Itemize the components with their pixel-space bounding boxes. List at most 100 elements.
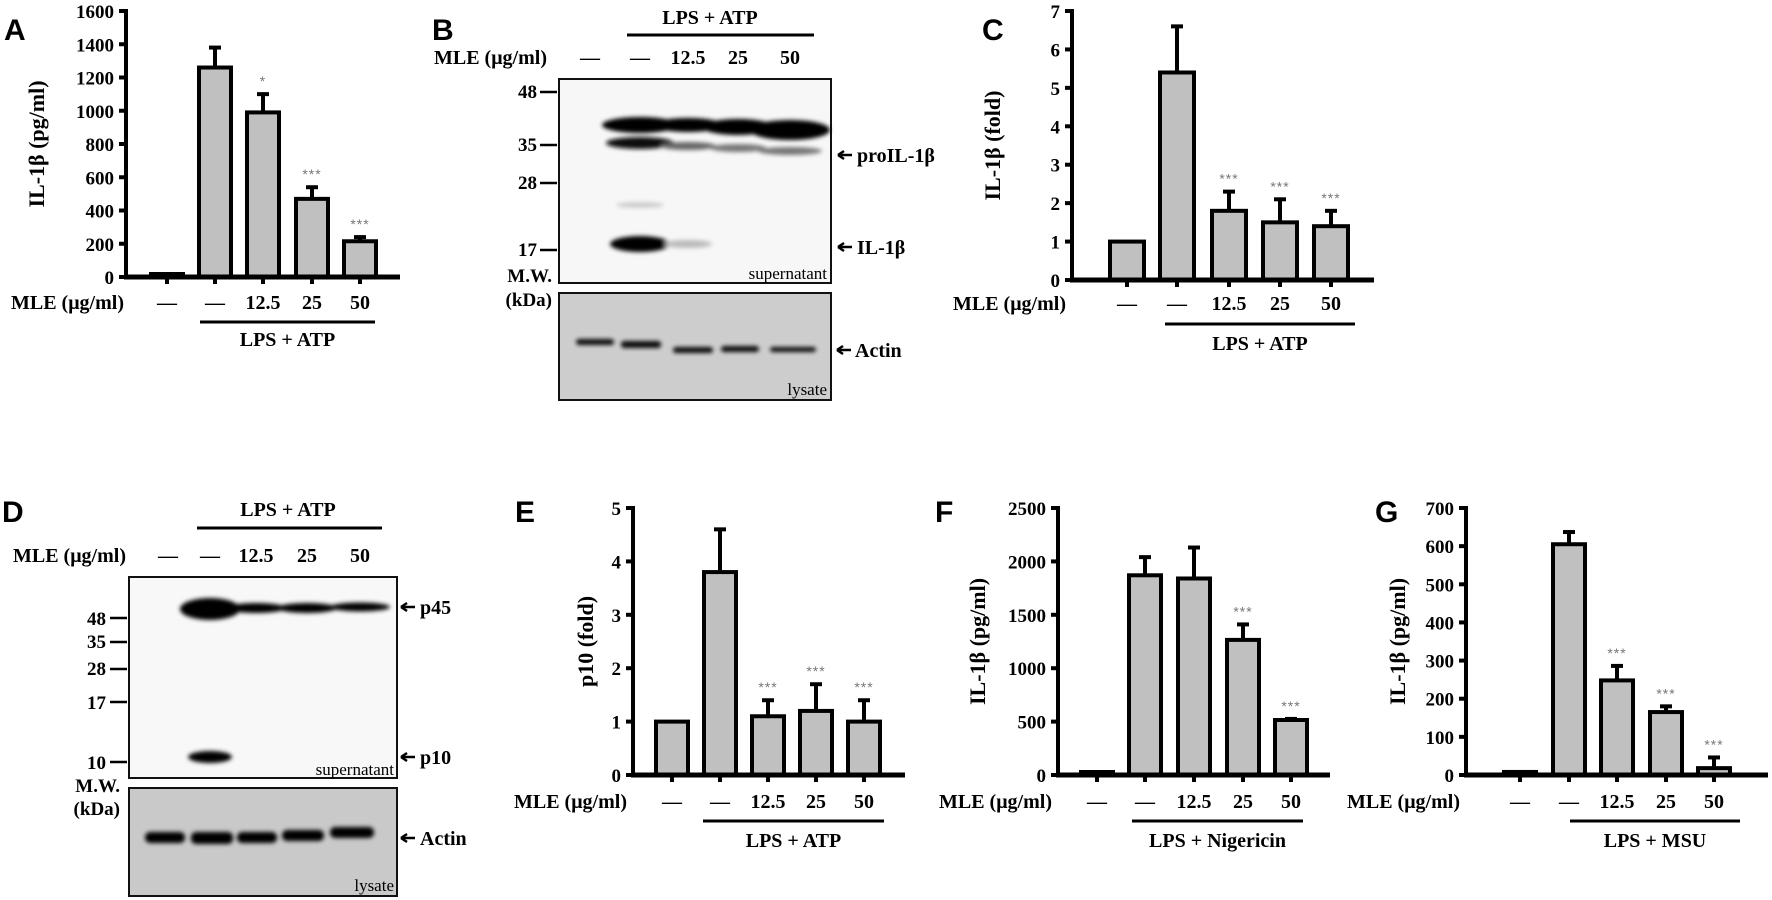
y-tick-label: 500 xyxy=(1426,575,1455,596)
y-tick-label: 1500 xyxy=(1008,606,1046,627)
x-category-label: — xyxy=(156,292,178,314)
significance-marker: *** xyxy=(854,679,873,695)
x-category-label: 12.5 xyxy=(1600,791,1635,813)
blot-panel-b: LPS + ATP MLE (μg/ml) — — 12.5 25 50 sup… xyxy=(434,7,935,401)
dose-label: 50 xyxy=(780,47,800,69)
y-tick-label: 4 xyxy=(612,552,622,573)
y-tick-label: 200 xyxy=(86,235,115,256)
treatment-label: LPS + MSU xyxy=(1604,830,1707,852)
dose-row-label-d: MLE (μg/ml) xyxy=(13,545,126,567)
bar: *** xyxy=(1312,190,1350,282)
x-category-label: 12.5 xyxy=(1177,791,1212,813)
band-label-p10: p10 xyxy=(400,747,451,769)
y-axis-label: IL-1β (fold) xyxy=(980,91,1005,201)
svg-text:48: 48 xyxy=(518,82,537,103)
x-category-label: — xyxy=(1116,293,1138,315)
y-axis-label: IL-1β (pg/ml) xyxy=(965,578,990,705)
significance-marker: *** xyxy=(1607,645,1626,661)
y-tick-label: 100 xyxy=(1426,728,1455,749)
bar xyxy=(1127,555,1163,777)
chart-panel-f: 0 500 1000 1500 2000 2500 IL-1β (pg/ml) — — 12.5 *… xyxy=(939,499,1330,852)
bar xyxy=(702,527,738,778)
supernatant-label-d: supernatant xyxy=(316,760,395,779)
lysate-label-d: lysate xyxy=(354,876,394,895)
x-category-label: 50 xyxy=(1321,293,1341,315)
bar: *** xyxy=(1599,645,1635,777)
significance-marker: *** xyxy=(1656,685,1675,701)
x-category-label: — xyxy=(204,292,226,314)
lysate-label-b: lysate xyxy=(787,380,827,399)
bar: *** xyxy=(1261,178,1299,283)
mw-markers-b: 48 35 28 17 xyxy=(518,82,557,261)
y-tick-label: 0 xyxy=(1051,271,1061,292)
bar xyxy=(1158,24,1196,282)
y-tick-label: 1 xyxy=(1051,233,1061,254)
significance-marker: *** xyxy=(1270,178,1289,194)
y-tick-label: 300 xyxy=(1426,652,1455,673)
band-label-p45: p45 xyxy=(400,597,451,619)
panel-letter-f: F xyxy=(935,496,953,529)
bar: *** xyxy=(1696,736,1732,777)
significance-marker: *** xyxy=(1219,171,1238,187)
chart-panel-a: 0 200 400 600 800 1000 1200 1400 1600 IL-1β (pg/m… xyxy=(11,2,400,351)
treatment-label: LPS + ATP xyxy=(746,830,842,852)
treatment-label-b: LPS + ATP xyxy=(662,7,758,29)
panel-letter-b: B xyxy=(432,14,454,47)
x-category-label: 25 xyxy=(1270,293,1290,315)
svg-text:p45: p45 xyxy=(420,597,451,619)
x-axis-label: MLE (μg/ml) xyxy=(953,293,1066,315)
x-axis-label: MLE (μg/ml) xyxy=(514,791,627,813)
svg-text:proIL-1β: proIL-1β xyxy=(857,145,935,167)
x-category-label: 50 xyxy=(1281,791,1301,813)
chart-panel-g: 0 100 200 300 400 500 600 700 IL-1β (pg/ml) — — ***… xyxy=(1347,499,1768,852)
y-tick-label: 1200 xyxy=(76,69,114,90)
mw-label-d: M.W. xyxy=(75,776,120,797)
y-tick-label: 1000 xyxy=(1008,659,1046,680)
bar: *** xyxy=(342,216,378,280)
significance-marker: *** xyxy=(1233,603,1252,619)
x-axis-label: MLE (μg/ml) xyxy=(939,791,1052,813)
x-category-label: 12.5 xyxy=(246,292,281,314)
bar: *** xyxy=(294,166,330,279)
y-tick-label: 800 xyxy=(86,135,115,156)
x-axis-label: MLE (μg/ml) xyxy=(1347,791,1460,813)
bar xyxy=(197,45,233,280)
svg-text:Actin: Actin xyxy=(420,828,467,850)
svg-text:10: 10 xyxy=(87,753,106,774)
x-category-label: 50 xyxy=(1704,791,1724,813)
treatment-label: LPS + ATP xyxy=(1212,333,1308,355)
x-category-label: 25 xyxy=(302,292,322,314)
y-tick-label: 3 xyxy=(612,606,622,627)
mw-label-b: M.W. xyxy=(507,266,552,287)
chart-panel-e: 0 1 2 3 4 5 p10 (fold) — — *** 12.5 *** 25 *** 50 MLE (… xyxy=(514,499,905,852)
y-axis-label: IL-1β (pg/ml) xyxy=(24,80,49,207)
y-tick-label: 1400 xyxy=(76,35,114,56)
y-tick-label: 2 xyxy=(612,659,622,680)
y-tick-label: 7 xyxy=(1051,2,1061,23)
y-axis-label: IL-1β (pg/ml) xyxy=(1385,578,1410,705)
svg-text:28: 28 xyxy=(518,173,537,194)
y-axis-label: p10 (fold) xyxy=(573,596,598,687)
y-tick-label: 0 xyxy=(1037,766,1047,787)
svg-text:17: 17 xyxy=(518,240,538,261)
bar: *** xyxy=(1648,685,1684,777)
panel-letter-e: E xyxy=(515,496,535,529)
y-tick-label: 2500 xyxy=(1008,499,1046,520)
supernatant-label-b: supernatant xyxy=(749,264,828,283)
svg-text:35: 35 xyxy=(87,632,106,653)
x-category-label: — xyxy=(661,791,683,813)
significance-marker: *** xyxy=(1321,190,1340,206)
svg-text:28: 28 xyxy=(87,659,106,680)
panel-letter-g: G xyxy=(1375,496,1398,529)
x-category-label: — xyxy=(1134,791,1156,813)
y-tick-label: 1 xyxy=(612,713,622,734)
bar xyxy=(1108,239,1146,282)
bar: *** xyxy=(846,679,882,777)
y-tick-label: 4 xyxy=(1051,117,1061,138)
dose-label: 25 xyxy=(297,545,317,567)
panel-letter-c: C xyxy=(982,14,1004,47)
x-axis-label: MLE (μg/ml) xyxy=(11,292,124,314)
svg-text:p10: p10 xyxy=(420,747,451,769)
dose-label: — xyxy=(579,47,601,69)
band-label-actin-b: Actin xyxy=(836,340,902,362)
